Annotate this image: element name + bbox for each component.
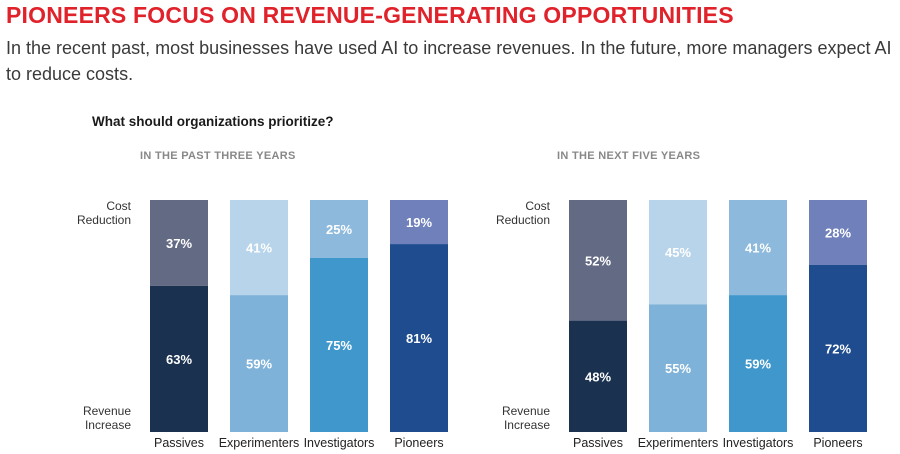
chart-next-five-years: Cost Reduction Revenue Increase 52% 48% Passiv… <box>496 199 867 450</box>
data-label-experimenters-cost-reduction: 41% <box>246 241 272 256</box>
data-label-investigators-cost-reduction: 41% <box>745 241 771 256</box>
y-axis-label-top: Cost Reduction <box>496 199 551 227</box>
data-label-investigators-revenue-increase: 59% <box>745 357 771 372</box>
bar-passives-revenue-increase <box>569 320 627 432</box>
category-label-pioneers: Pioneers <box>813 436 862 450</box>
category-label-experimenters: Experimenters <box>219 436 300 450</box>
data-label-pioneers-cost-reduction: 28% <box>825 225 851 240</box>
y-axis-label-bottom: Revenue Increase <box>83 404 131 432</box>
bar-investigators-revenue-increase <box>729 295 787 432</box>
data-label-investigators-cost-reduction: 25% <box>326 222 352 237</box>
y-axis-label-top: Cost Reduction <box>77 199 132 227</box>
bar-experimenters-cost-reduction <box>649 200 707 305</box>
data-label-passives-cost-reduction: 52% <box>585 253 611 268</box>
bar-experimenters-cost-reduction <box>230 200 288 296</box>
data-label-pioneers-cost-reduction: 19% <box>406 215 432 230</box>
category-label-experimenters: Experimenters <box>638 436 719 450</box>
category-label-passives: Passives <box>573 436 623 450</box>
data-label-investigators-revenue-increase: 75% <box>326 338 352 353</box>
bar-passives-cost-reduction <box>569 200 627 321</box>
panel-title-next: IN THE NEXT FIVE YEARS <box>557 150 701 162</box>
panel-title-past: IN THE PAST THREE YEARS <box>140 150 296 162</box>
page-subtitle: In the recent past, most businesses have… <box>6 38 892 84</box>
data-label-passives-revenue-increase: 63% <box>166 352 192 367</box>
bar-pioneers-cost-reduction <box>390 200 448 245</box>
data-label-pioneers-revenue-increase: 81% <box>406 331 432 346</box>
data-label-passives-cost-reduction: 37% <box>166 236 192 251</box>
y-axis-label-bottom: Revenue Increase <box>502 404 550 432</box>
bar-passives-revenue-increase <box>150 285 208 432</box>
bar-passives-cost-reduction <box>150 200 208 286</box>
data-label-experimenters-cost-reduction: 45% <box>665 245 691 260</box>
bar-pioneers-cost-reduction <box>809 200 867 265</box>
category-label-passives: Passives <box>154 436 204 450</box>
category-label-investigators: Investigators <box>304 436 375 450</box>
data-label-pioneers-revenue-increase: 72% <box>825 341 851 356</box>
page-title: PIONEERS FOCUS ON REVENUE-GENERATING OPP… <box>6 2 734 28</box>
category-label-pioneers: Pioneers <box>394 436 443 450</box>
data-label-experimenters-revenue-increase: 59% <box>246 357 272 372</box>
bar-investigators-cost-reduction <box>310 200 368 258</box>
bar-pioneers-revenue-increase <box>390 244 448 432</box>
bar-experimenters-revenue-increase <box>230 295 288 432</box>
bar-investigators-revenue-increase <box>310 258 368 432</box>
chart-past-three-years: Cost Reduction Revenue Increase 37% 63% Passiv… <box>77 199 448 450</box>
bar-investigators-cost-reduction <box>729 200 787 296</box>
data-label-passives-revenue-increase: 48% <box>585 369 611 384</box>
bar-experimenters-revenue-increase <box>649 304 707 432</box>
chart-question: What should organizations prioritize? <box>92 114 334 129</box>
category-label-investigators: Investigators <box>723 436 794 450</box>
bar-pioneers-revenue-increase <box>809 264 867 432</box>
data-label-experimenters-revenue-increase: 55% <box>665 361 691 376</box>
